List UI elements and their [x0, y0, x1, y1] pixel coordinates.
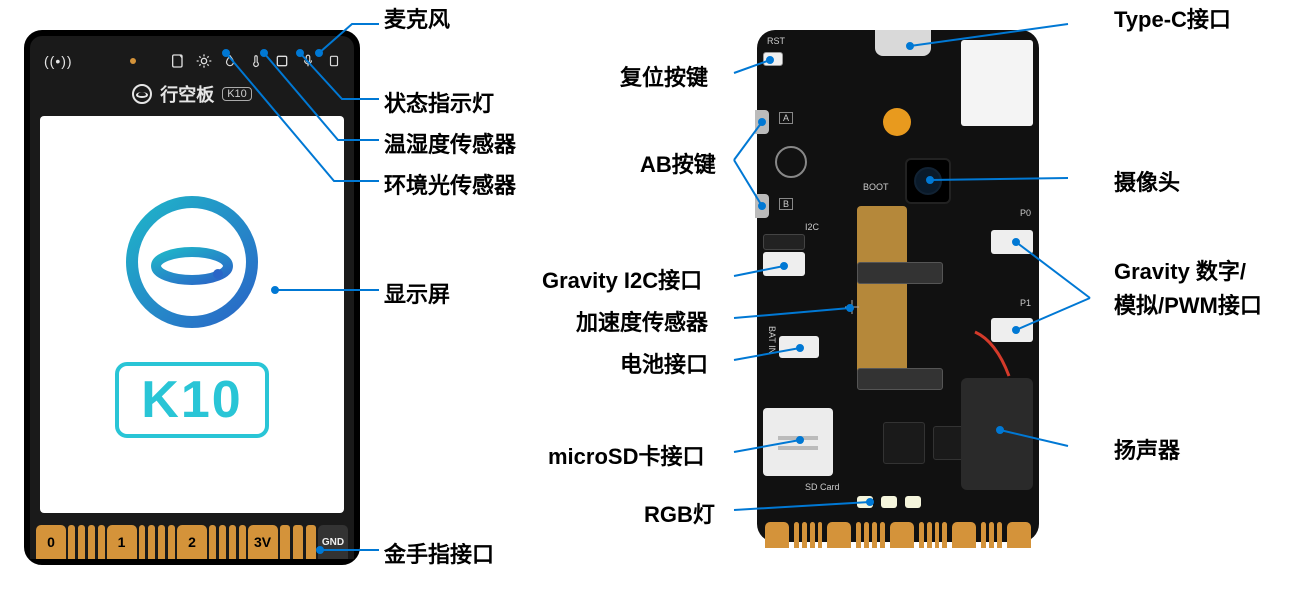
- label-microsd: microSD卡接口: [548, 439, 704, 471]
- label-battery: 电池接口: [620, 347, 708, 379]
- label-ab-buttons: AB按键: [640, 147, 716, 179]
- label-gravity-i2c: Gravity I2C接口: [542, 263, 702, 295]
- label-camera: 摄像头: [1114, 165, 1180, 197]
- label-accelerometer: 加速度传感器: [576, 305, 708, 337]
- label-type-c: Type-C接口: [1114, 2, 1231, 34]
- label-rgb-led: RGB灯: [644, 497, 715, 529]
- label-speaker: 扬声器: [1114, 433, 1180, 465]
- label-reset: 复位按键: [620, 60, 708, 92]
- label-gravity-digital-2: 模拟/PWM接口: [1114, 288, 1262, 320]
- label-gravity-digital-1: Gravity 数字/: [1114, 254, 1246, 286]
